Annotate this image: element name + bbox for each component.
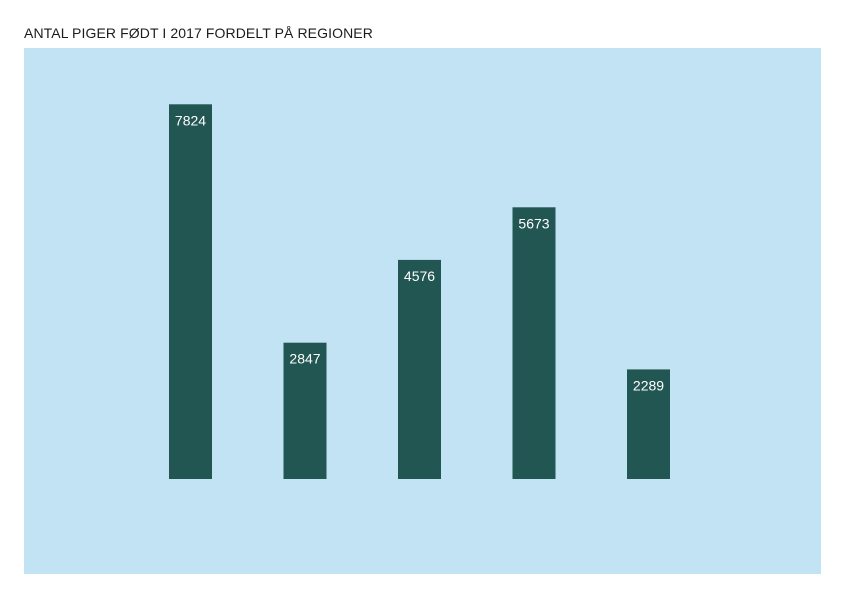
plot-area: 7824 2847 4576 5673 2289 bbox=[24, 48, 821, 574]
bar-chart: 7824 2847 4576 5673 2289 bbox=[169, 104, 670, 480]
bar-3 bbox=[398, 259, 441, 479]
bar-5 bbox=[627, 369, 670, 479]
bar-value-label-2: 2847 bbox=[289, 351, 320, 367]
bar-1 bbox=[169, 104, 212, 480]
bar-value-label-4: 5673 bbox=[518, 215, 549, 231]
bar-value-label-5: 2289 bbox=[633, 377, 664, 393]
bar-value-label-3: 4576 bbox=[404, 268, 435, 284]
bar-2 bbox=[283, 342, 327, 479]
chart-title: ANTAL PIGER FØDT I 2017 FORDELT PÅ REGIO… bbox=[24, 25, 373, 41]
bar-4 bbox=[512, 207, 556, 480]
bar-value-label-1: 7824 bbox=[175, 112, 206, 128]
